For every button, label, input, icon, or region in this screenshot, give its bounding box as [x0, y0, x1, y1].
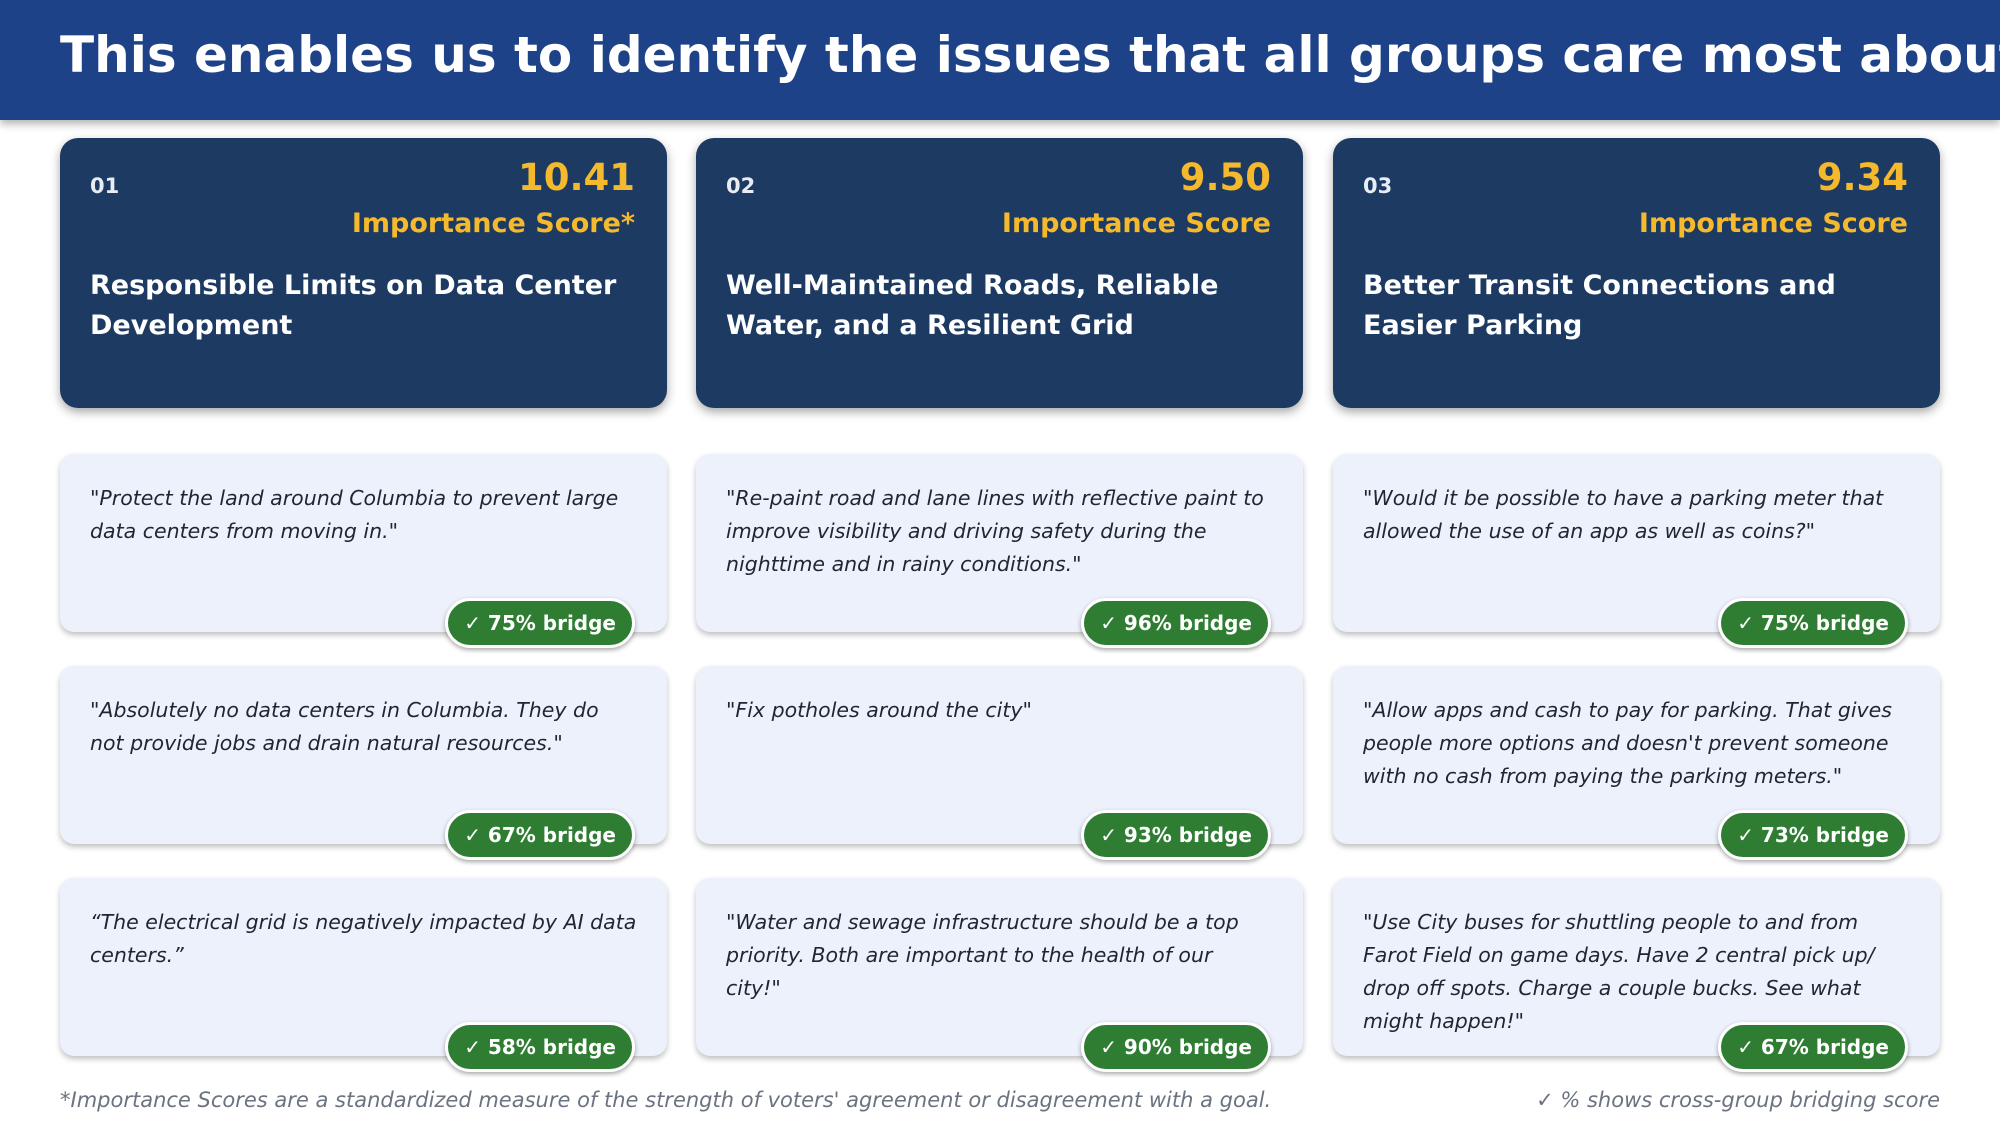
header: This enables us to identify the issues t…	[0, 0, 2000, 120]
quote-text: “The electrical grid is negatively impac…	[90, 910, 637, 967]
issue-card: 03 9.34 Importance Score Better Transit Con…	[1333, 138, 1940, 408]
score-label: Importance Score*	[351, 208, 635, 239]
quote-card: "Absolutely no data centers in Columbia.…	[60, 666, 667, 860]
quote-text: "Re-paint road and lane lines with refle…	[726, 486, 1264, 576]
quote-card: "Allow apps and cash to pay for parking.…	[1333, 666, 1940, 860]
bridge-badge: ✓ 67% bridge	[445, 810, 635, 860]
bridge-badge: ✓ 75% bridge	[1718, 598, 1908, 648]
bridge-badge: ✓ 90% bridge	[1081, 1022, 1271, 1072]
quote-text: "Absolutely no data centers in Columbia.…	[90, 698, 599, 755]
bridge-badge: ✓ 93% bridge	[1081, 810, 1271, 860]
score-label: Importance Score	[1001, 208, 1271, 239]
quote-card: "Fix potholes around the city" ✓ 93% brid…	[696, 666, 1303, 860]
quote-text: "Allow apps and cash to pay for parking.…	[1363, 698, 1892, 788]
bridge-badge: ✓ 96% bridge	[1081, 598, 1271, 648]
bridge-badge: ✓ 75% bridge	[445, 598, 635, 648]
issue-title: Well-Maintained Roads, Reliable Water, a…	[726, 270, 1219, 341]
page-title: This enables us to identify the issues t…	[60, 26, 2000, 84]
importance-score: 9.34	[1816, 156, 1908, 199]
bridge-badge: ✓ 73% bridge	[1718, 810, 1908, 860]
issue-number: 03	[1363, 174, 1393, 198]
quote-text: "Would it be possible to have a parking …	[1363, 486, 1884, 543]
bridge-badge: ✓ 58% bridge	[445, 1022, 635, 1072]
legend-note: ✓ % shows cross-group bridging score	[1536, 1088, 1940, 1112]
importance-score: 9.50	[1179, 156, 1271, 199]
quote-card: "Use City buses for shuttling people to …	[1333, 878, 1940, 1072]
issue-card: 01 10.41 Importance Score* Responsible Limi…	[60, 138, 667, 408]
quote-card: "Protect the land around Columbia to pre…	[60, 454, 667, 648]
issue-title: Responsible Limits on Data Center Develo…	[90, 270, 617, 341]
issue-title: Better Transit Connections and Easier Pa…	[1363, 270, 1836, 341]
quote-text: "Protect the land around Columbia to pre…	[90, 486, 619, 543]
quote-text: "Fix potholes around the city"	[726, 698, 1032, 722]
score-label: Importance Score	[1638, 208, 1908, 239]
quote-text: "Water and sewage infrastructure should …	[726, 910, 1239, 1000]
issue-number: 02	[726, 174, 756, 198]
quote-card: “The electrical grid is negatively impac…	[60, 878, 667, 1072]
quote-card: "Would it be possible to have a parking …	[1333, 454, 1940, 648]
quote-text: "Use City buses for shuttling people to …	[1363, 910, 1875, 1033]
importance-score: 10.41	[517, 156, 635, 199]
quote-card: "Water and sewage infrastructure should …	[696, 878, 1303, 1072]
bridge-badge: ✓ 67% bridge	[1718, 1022, 1908, 1072]
quote-card: "Re-paint road and lane lines with refle…	[696, 454, 1303, 648]
footnote: *Importance Scores are a standardized me…	[60, 1088, 1272, 1112]
issue-number: 01	[90, 174, 120, 198]
issue-card: 02 9.50 Importance Score Well-Maintained Ro…	[696, 138, 1303, 408]
